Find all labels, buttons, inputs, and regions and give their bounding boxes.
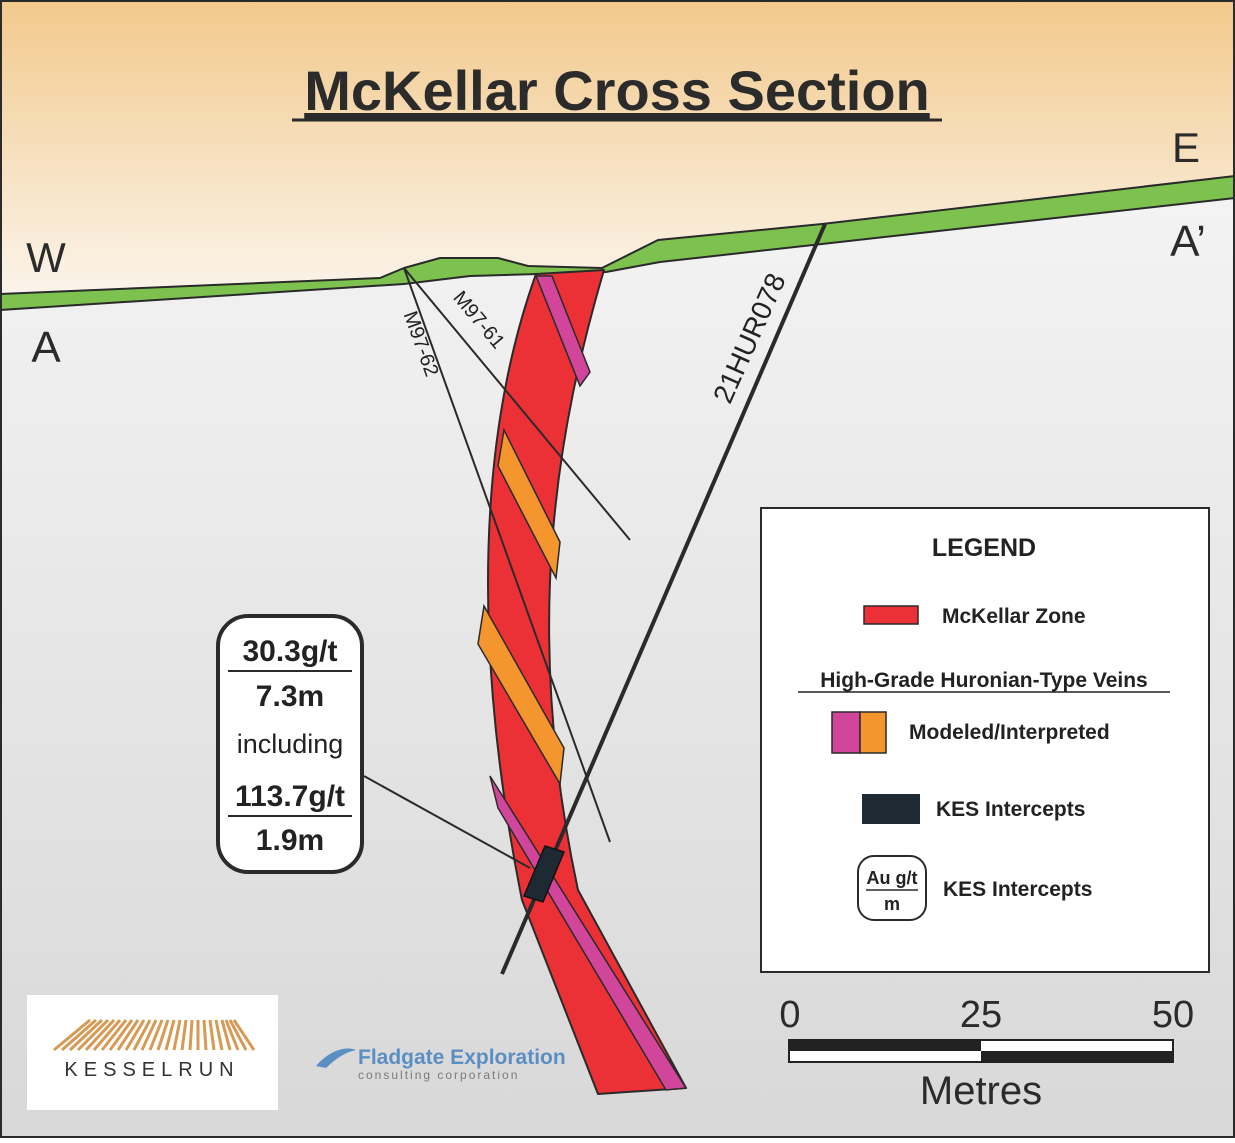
- sunrise-icon: [53, 1018, 256, 1052]
- legend-heading: LEGEND: [932, 534, 1036, 562]
- drill-hole-m97-61: [403, 267, 631, 541]
- grade-2: 113.7g/t: [235, 780, 345, 813]
- drill-hole-m97-62: [403, 267, 611, 843]
- vein-orange-upper: [497, 427, 561, 581]
- sky-region: [0, 0, 1235, 294]
- legend-zone-label: McKellar Zone: [942, 605, 1086, 628]
- label-east: E: [1172, 124, 1200, 171]
- intercept-grade-box: 30.3g/t 7.3m including 113.7g/t 1.9m: [216, 614, 364, 874]
- including-text: including: [237, 729, 344, 759]
- fladgate-swoosh-icon: [316, 1048, 356, 1068]
- legend-kes-label: KES Intercepts: [936, 798, 1085, 821]
- kesselrun-wordmark: KESSELRUN: [64, 1059, 239, 1081]
- scale-tick-25: 25: [960, 994, 1002, 1036]
- legend-grade-icon: [857, 855, 927, 921]
- vein-magenta-lower: [489, 775, 688, 1091]
- scale-bar: 0 25 50 Metres: [779, 994, 1194, 1113]
- legend-swatch-zone: [863, 605, 919, 625]
- grade-1: 30.3g/t: [242, 635, 337, 668]
- fladgate-subtitle: consulting corporation: [358, 1068, 519, 1082]
- scale-unit: Metres: [920, 1069, 1042, 1113]
- kes-intercept-marker: [522, 845, 566, 903]
- legend-swatch-orange: [859, 711, 887, 754]
- legend-icon-bottom: m: [884, 894, 900, 914]
- label-west: W: [26, 234, 66, 281]
- kesselrun-logo: KESSELRUN: [27, 995, 278, 1110]
- label-section-end: A’: [1170, 217, 1206, 266]
- legend-swatch-intercept: [862, 794, 920, 824]
- legend-swatch-magenta: [831, 711, 861, 754]
- width-2: 1.9m: [256, 824, 324, 857]
- label-section-start: A: [31, 323, 61, 372]
- legend-veins-heading: High-Grade Huronian-Type Veins: [820, 669, 1148, 692]
- legend-modeled-label: Modeled/Interpreted: [909, 721, 1110, 744]
- vein-magenta-upper: [534, 275, 591, 388]
- scale-tick-0: 0: [779, 994, 800, 1036]
- legend-kes-label-2: KES Intercepts: [943, 878, 1092, 901]
- fladgate-logo: Fladgate Exploration consulting corporat…: [316, 1046, 566, 1082]
- intercept-leader-line: [363, 775, 531, 869]
- fladgate-name: Fladgate Exploration: [358, 1046, 566, 1069]
- width-1: 7.3m: [256, 680, 324, 713]
- vein-orange-lower: [477, 603, 565, 787]
- figure-title: McKellar Cross Section: [304, 59, 930, 122]
- legend-icon-top: Au g/t: [867, 868, 918, 888]
- overburden-layer: [0, 175, 1235, 311]
- legend-panel: LEGEND McKellar Zone High-Grade Huronian…: [760, 507, 1210, 973]
- scale-tick-50: 50: [1152, 994, 1194, 1036]
